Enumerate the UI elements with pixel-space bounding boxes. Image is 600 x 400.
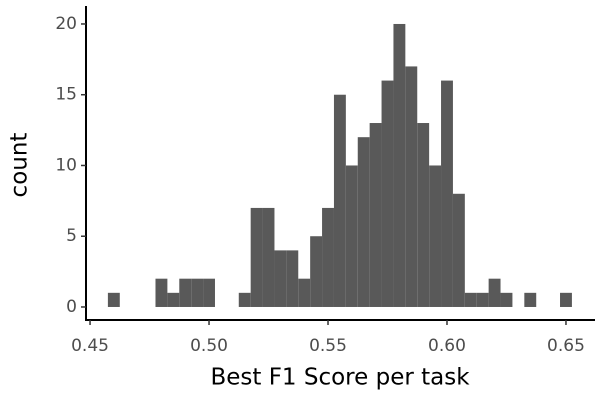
bar [322, 207, 334, 307]
bar [405, 66, 418, 307]
bar [500, 292, 513, 307]
x-tick-label: 0.65 [547, 336, 585, 356]
y-tick-label: 5 [66, 226, 77, 246]
bar [262, 207, 275, 307]
bar [238, 292, 251, 307]
y-tick-label: 0 [66, 297, 77, 317]
bar [310, 236, 323, 307]
bar [274, 250, 287, 307]
bar [167, 292, 180, 307]
bar [357, 137, 370, 307]
x-axis-title: Best F1 Score per task [210, 365, 470, 391]
bar [524, 292, 537, 307]
bar [464, 292, 477, 307]
bar [298, 278, 311, 307]
bar [286, 250, 299, 307]
bar [381, 80, 394, 307]
bar [191, 278, 204, 307]
bar [155, 278, 168, 307]
x-tick-label: 0.55 [309, 336, 347, 356]
y-tick-label: 20 [55, 14, 77, 34]
bar [345, 165, 358, 307]
x-tick-label: 0.60 [428, 336, 466, 356]
bar [476, 292, 489, 307]
bar [107, 292, 120, 307]
bar [417, 123, 430, 307]
bar [250, 207, 263, 307]
bar [179, 278, 192, 307]
bar [203, 278, 215, 307]
bar [369, 123, 382, 307]
y-axis-title: count [7, 133, 33, 198]
bar [429, 165, 442, 307]
bar [560, 292, 572, 307]
x-tick-label: 0.45 [71, 336, 109, 356]
bar [452, 193, 465, 307]
bar [333, 94, 346, 307]
bar [488, 278, 501, 307]
bar [393, 23, 406, 307]
y-tick-label: 10 [55, 155, 77, 175]
y-tick-label: 15 [55, 85, 77, 105]
x-tick-label: 0.50 [190, 336, 228, 356]
bar [441, 80, 453, 307]
